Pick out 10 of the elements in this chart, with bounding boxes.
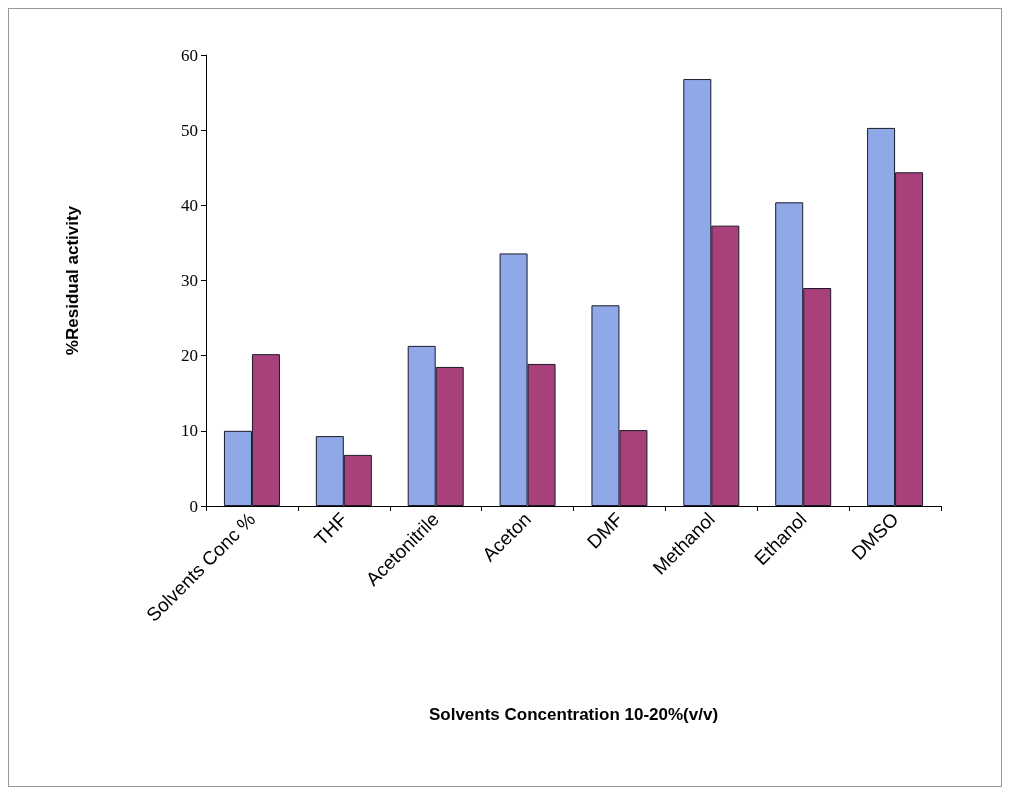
y-tick-label: 30 [181,271,198,290]
y-tick-label: 50 [181,120,198,140]
y-tick-label: 40 [181,195,198,215]
y-tick-label: 0 [189,496,198,516]
y-tick-label: 20 [181,346,198,366]
x-tick-label: THF [310,508,352,550]
x-axis-title: Solvents Concentration 10-20%(v/v) [428,705,719,724]
y-tick-label: 10 [181,421,198,441]
y-tick-label: 60 [181,45,198,65]
y-axis-title: %Residual activity [63,205,82,356]
